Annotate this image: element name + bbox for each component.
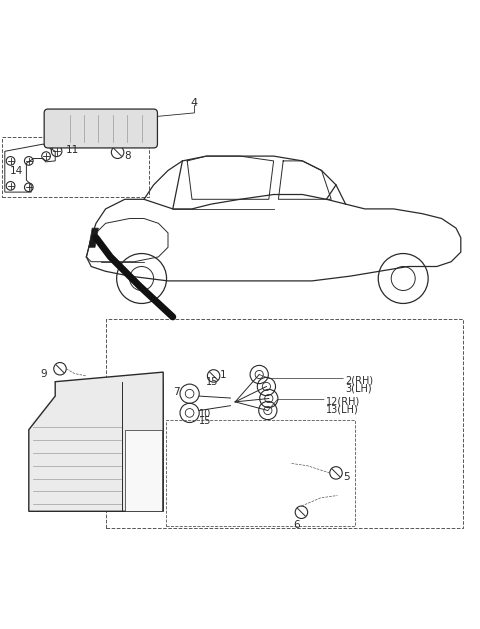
Text: 10: 10	[199, 409, 212, 420]
Text: 12(RH): 12(RH)	[326, 397, 360, 407]
Bar	[2, 137, 149, 197]
Text: 15: 15	[199, 416, 212, 426]
Text: 14: 14	[10, 165, 23, 175]
Text: 13(LH): 13(LH)	[326, 404, 359, 415]
Text: 5: 5	[343, 472, 350, 482]
Bar	[166, 420, 355, 526]
Polygon shape	[122, 382, 163, 511]
Text: 9: 9	[40, 369, 47, 379]
Text: 11: 11	[66, 145, 80, 155]
Polygon shape	[31, 389, 120, 509]
Bar	[106, 320, 463, 528]
Text: 4: 4	[191, 98, 198, 108]
Circle shape	[108, 124, 117, 133]
Text: 3(LH): 3(LH)	[346, 384, 372, 393]
FancyBboxPatch shape	[44, 109, 157, 148]
Circle shape	[89, 124, 98, 133]
Polygon shape	[89, 228, 98, 247]
Circle shape	[70, 124, 79, 133]
Bar	[125, 430, 162, 511]
Text: 2(RH): 2(RH)	[346, 376, 374, 386]
Text: 6: 6	[293, 520, 300, 530]
Circle shape	[128, 124, 136, 133]
Text: 1: 1	[220, 370, 227, 380]
Text: 15: 15	[206, 377, 219, 387]
Text: 7: 7	[173, 387, 180, 398]
Polygon shape	[29, 372, 163, 511]
Text: 8: 8	[124, 151, 131, 161]
